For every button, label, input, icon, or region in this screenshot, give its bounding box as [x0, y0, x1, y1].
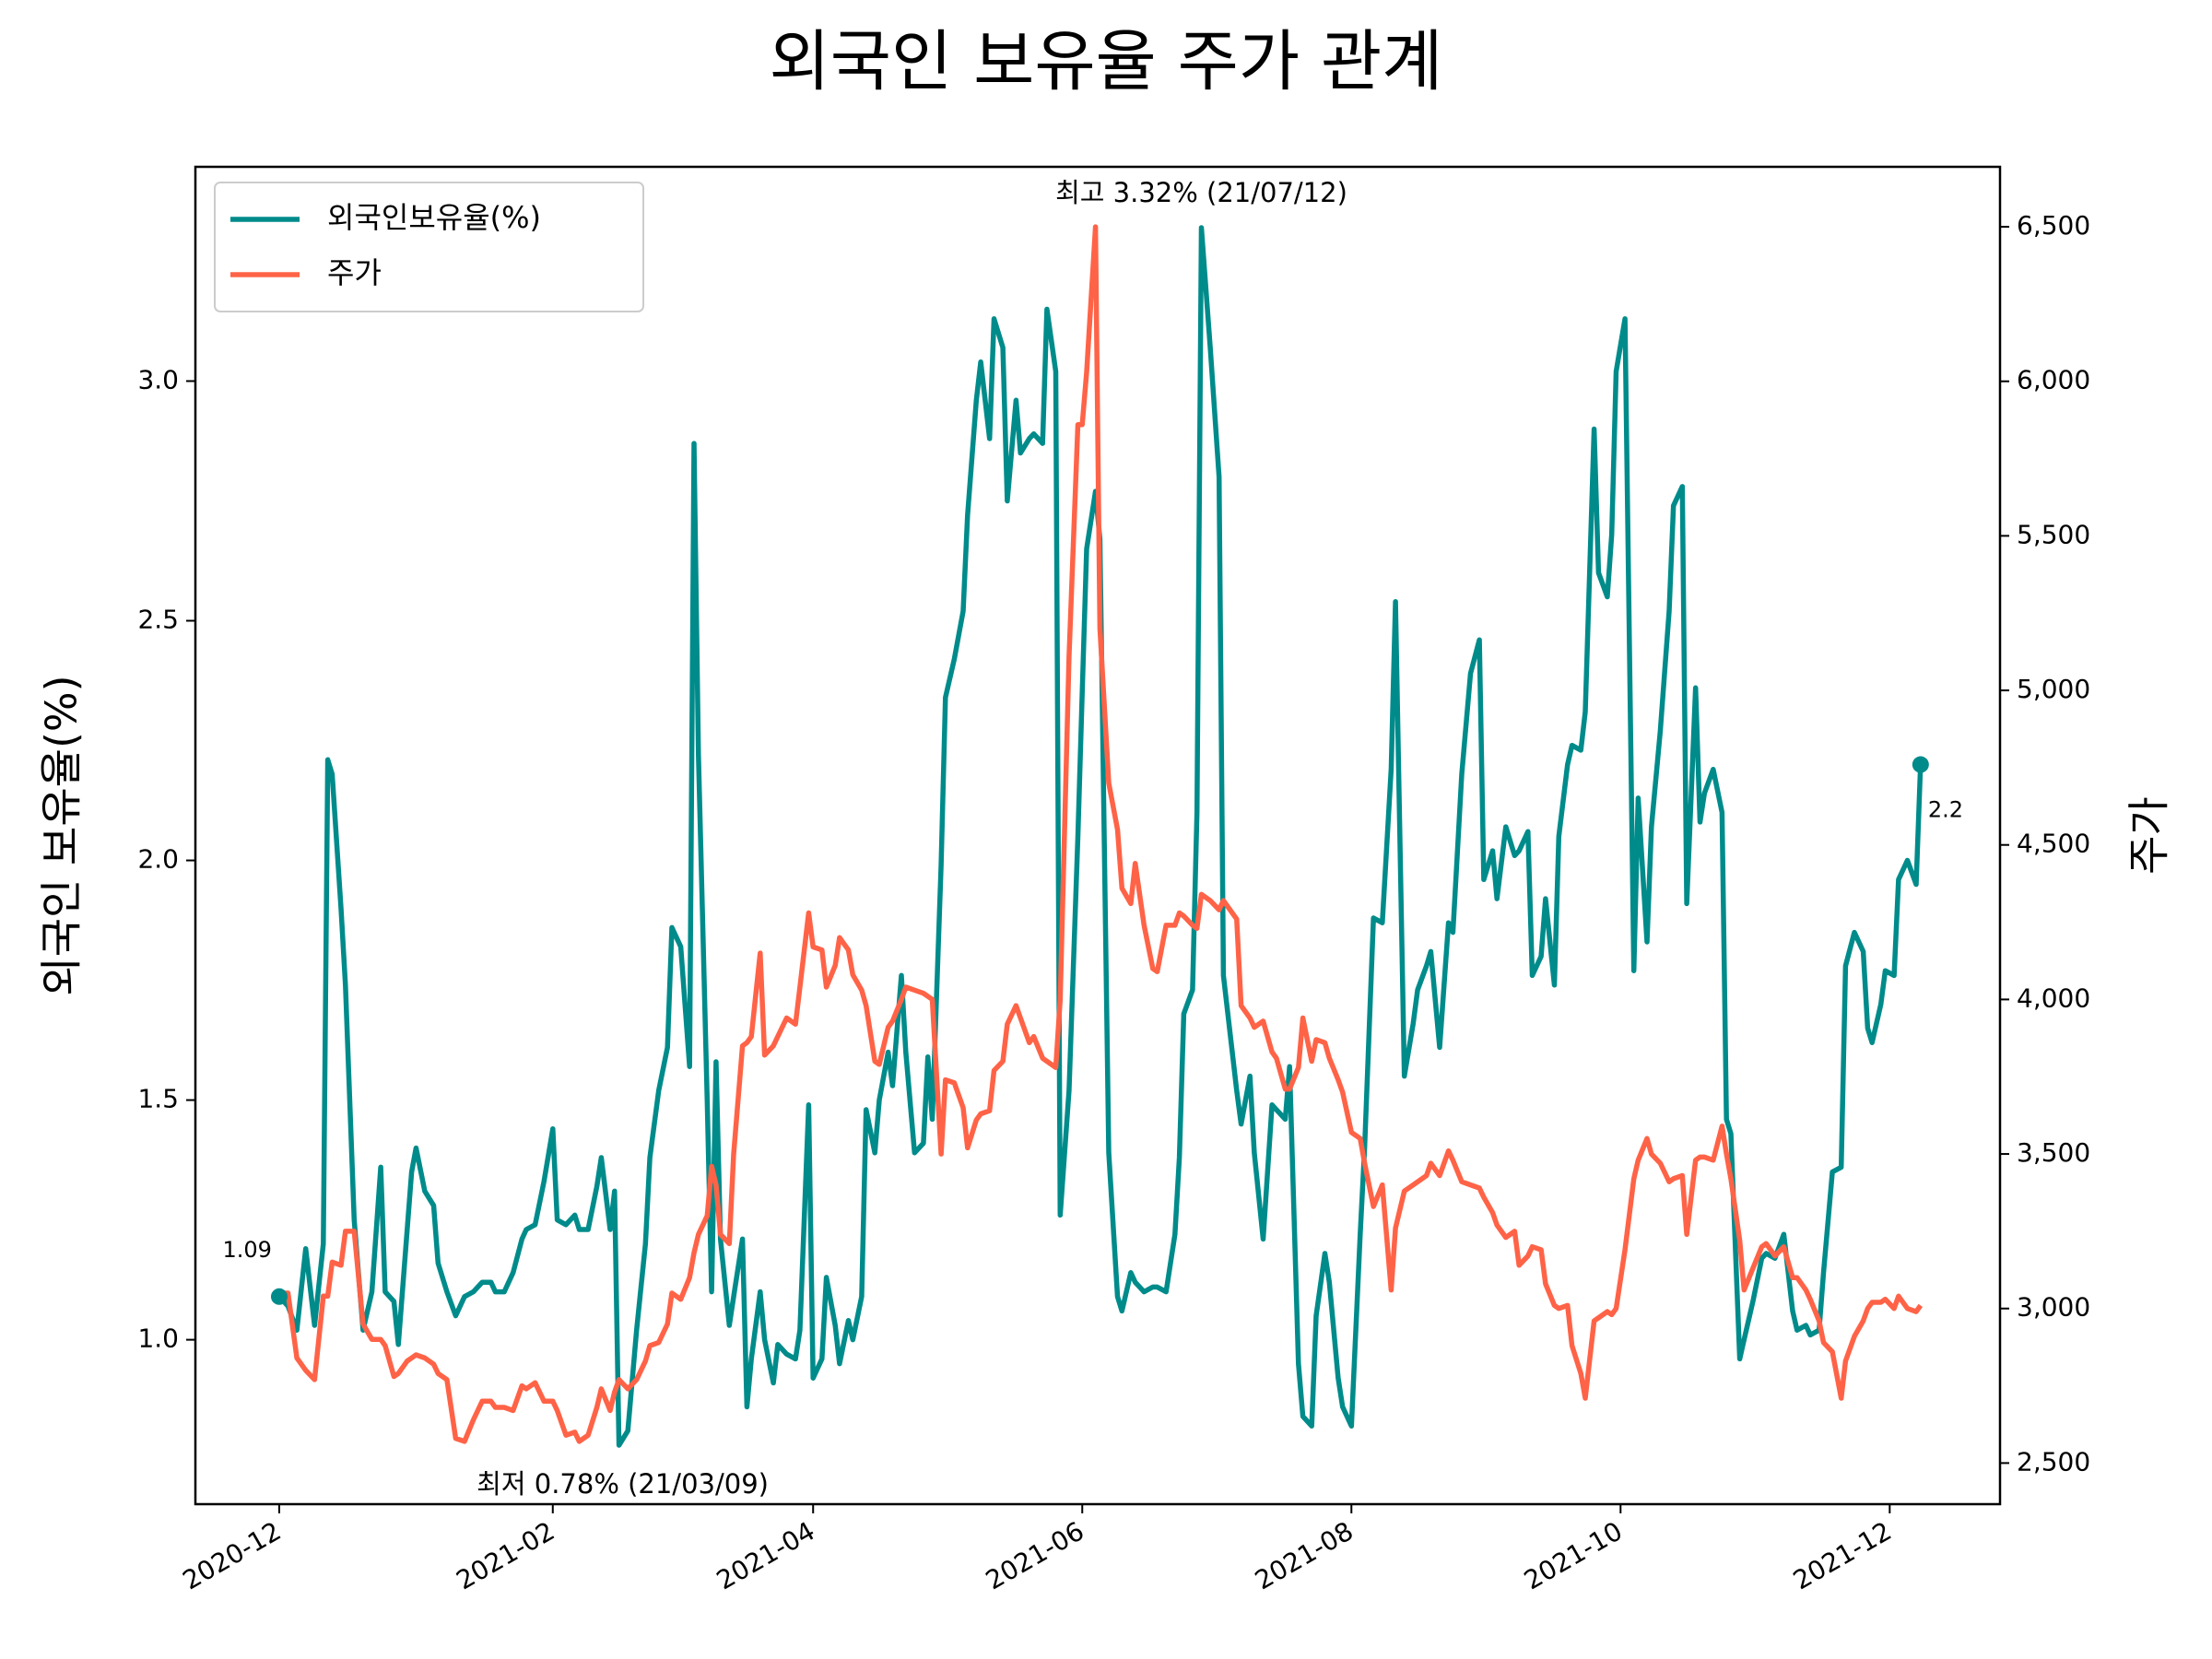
y2-tick-label: 3,500 [2017, 1137, 2090, 1168]
y2-tick-label: 6,000 [2017, 365, 2090, 395]
y-tick-label: 2.5 [137, 605, 179, 635]
series-line [279, 224, 1924, 1444]
y-tick-label: 2.0 [137, 844, 179, 875]
end-marker [1912, 756, 1929, 773]
y-tick-label: 1.5 [137, 1084, 179, 1114]
y2-tick-label: 5,000 [2017, 674, 2090, 704]
max-annotation: 최고 3.32% (21/07/12) [1055, 177, 1347, 208]
point-label: 2.2 [1928, 797, 1963, 823]
y-tick-label: 3.0 [137, 364, 179, 394]
y2-tick-label: 4,000 [2017, 982, 2090, 1013]
y2-tick-label: 6,500 [2017, 210, 2090, 241]
legend-label: 외국인보유율(%) [327, 200, 541, 235]
legend-label: 주가 [327, 255, 382, 290]
y2-tick-label: 4,500 [2017, 829, 2090, 859]
point-label: 1.09 [223, 1237, 272, 1263]
y-tick-label: 1.0 [137, 1324, 179, 1354]
y2-tick-label: 2,500 [2017, 1446, 2090, 1477]
y2-tick-label: 3,000 [2017, 1292, 2090, 1323]
legend-box [214, 182, 644, 312]
y2-axis-label: 주가 [2124, 796, 2174, 875]
min-annotation: 최저 0.78% (21/03/09) [477, 1468, 769, 1500]
plot-frame [194, 165, 2002, 1506]
chart-title: 외국인 보유율 주가 관계 [769, 23, 1442, 100]
y2-tick-label: 5,500 [2017, 519, 2090, 549]
end-marker [270, 1288, 288, 1305]
y-axis-label: 외국인 보유율(%) [37, 675, 87, 995]
